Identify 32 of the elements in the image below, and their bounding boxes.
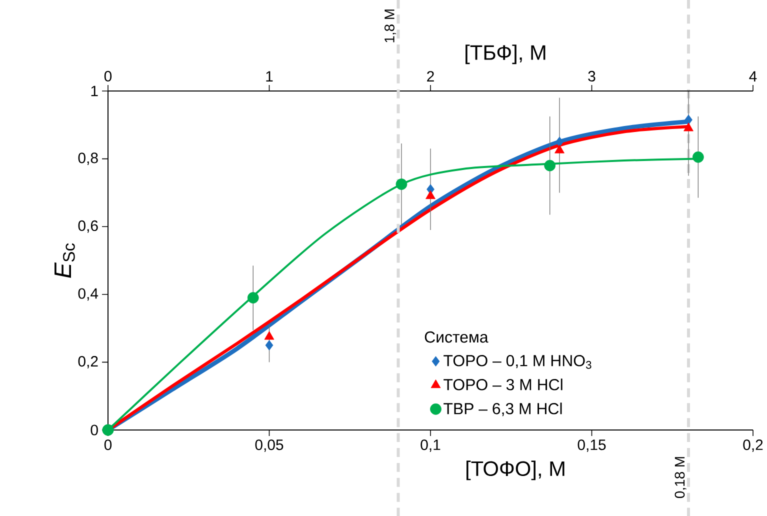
x2-axis-title: [ТБФ], М	[466, 44, 546, 64]
point	[426, 190, 436, 200]
point	[264, 331, 274, 340]
x-axis-title: [ТОФО], М	[466, 460, 564, 480]
x2-tick-label: 4	[749, 71, 757, 82]
legend-label: TOPO – 3 M HCl	[444, 378, 562, 390]
x2-tick-label: 3	[588, 70, 596, 82]
point	[265, 340, 274, 350]
x2-tick-label: 2	[427, 71, 434, 82]
y-tick-label: 0	[90, 424, 98, 436]
x2-tick-label: 1	[266, 71, 273, 82]
x-tick-label: 0,1	[420, 439, 440, 452]
x-tick-label: 0,15	[578, 439, 606, 452]
y-tick-label: 0,4	[78, 288, 98, 301]
y-tick-label: 0,2	[78, 356, 98, 368]
y-axis-title: E$_{Sc}$	[54, 243, 75, 278]
legend-label: TBP – 6,3 M HCl	[444, 402, 562, 416]
ref-line-label: 0,18 М	[674, 457, 686, 498]
point	[556, 136, 564, 148]
x-tick-label: 0,2	[743, 439, 763, 452]
x-tick-label: 0	[104, 439, 112, 450]
y-tick-label: 0,8	[78, 152, 98, 165]
legend-title: Система	[424, 331, 488, 343]
y-tick-label: 0,6	[78, 220, 98, 233]
x2-tick-label: 0	[104, 70, 112, 82]
point	[684, 114, 692, 125]
point	[554, 144, 564, 154]
point	[684, 122, 694, 132]
ref-line-label: 1,8 М	[384, 10, 396, 42]
y-tick-label: 1	[91, 86, 98, 96]
legend-label: TOPO – 0,1 M HNO$_{3}$	[444, 355, 592, 369]
x-tick-label: 0,05	[255, 439, 284, 452]
